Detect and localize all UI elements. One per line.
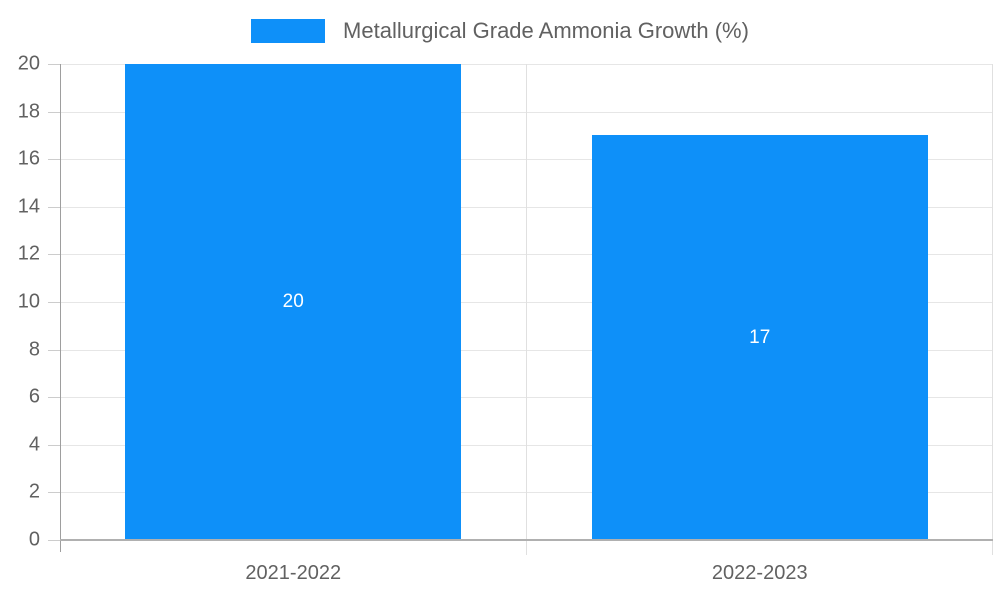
bar[interactable]: 17 <box>591 135 928 540</box>
gridline <box>60 302 993 303</box>
y-tick-label: 20 <box>17 52 40 75</box>
y-tick-label: 8 <box>28 338 40 361</box>
y-axis-tick <box>48 444 60 446</box>
y-tick-label: 10 <box>17 290 40 313</box>
x-category-label: 2021-2022 <box>245 562 342 584</box>
y-axis-tick <box>48 397 60 399</box>
y-tick-label: 0 <box>28 528 40 551</box>
y-tick-label: 16 <box>17 147 40 170</box>
y-axis-line <box>60 64 61 552</box>
y-axis-tick <box>48 492 60 494</box>
gridline <box>60 492 993 494</box>
chart-legend[interactable]: Metallurgical Grade Ammonia Growth (%) <box>0 18 1000 44</box>
x-axis-baseline <box>60 539 993 541</box>
y-axis-tick <box>48 254 60 256</box>
y-axis-tick <box>48 540 60 541</box>
gridline <box>60 111 993 113</box>
gridline <box>60 159 993 161</box>
vertical-gridline <box>992 64 993 555</box>
y-axis-tick <box>48 302 60 303</box>
y-tick-label: 2 <box>28 480 40 503</box>
y-tick-label: 4 <box>28 433 40 456</box>
y-tick-label: 14 <box>17 195 40 218</box>
x-category-label: 2022-2023 <box>711 562 808 584</box>
y-axis-tick <box>48 349 60 351</box>
gridline <box>60 254 993 256</box>
y-tick-label: 18 <box>17 100 40 123</box>
y-axis-tick <box>48 111 60 113</box>
y-axis-tick <box>48 206 60 208</box>
gridline <box>60 64 993 65</box>
gridline <box>60 444 993 446</box>
legend-label: Metallurgical Grade Ammonia Growth (%) <box>343 18 749 43</box>
gridline <box>60 397 993 399</box>
y-tick-label: 6 <box>28 385 40 408</box>
bar-value-label: 20 <box>282 291 304 312</box>
plot-area: 0 2 4 6 8 10 12 14 16 18 20 20 2021-2022 17 2022-2023 <box>18 53 993 584</box>
bar[interactable]: 20 <box>125 64 462 540</box>
y-tick-label: 12 <box>17 242 40 265</box>
y-axis-tick <box>48 64 60 65</box>
gridline <box>60 206 993 208</box>
gridline <box>60 349 993 351</box>
y-axis-tick <box>48 159 60 161</box>
legend-swatch <box>251 19 326 43</box>
bar-value-label: 17 <box>749 326 771 348</box>
vertical-gridline <box>525 64 527 555</box>
